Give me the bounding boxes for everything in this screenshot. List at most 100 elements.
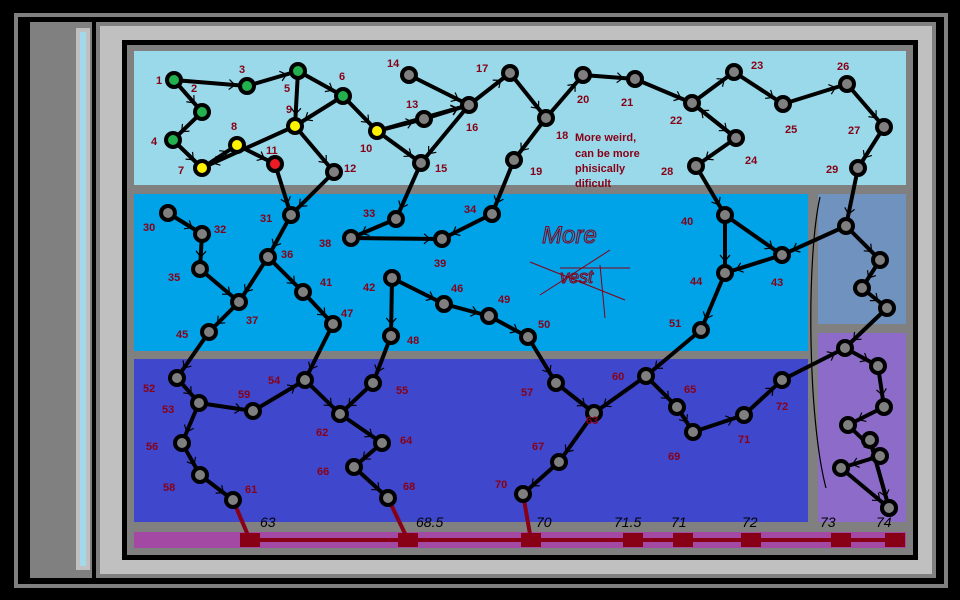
node-gray-marker[interactable] [777, 375, 787, 385]
node-gray-marker[interactable] [416, 158, 426, 168]
map-node[interactable]: 30 [143, 204, 177, 234]
node-gray-marker[interactable] [843, 420, 853, 430]
node-gray-marker[interactable] [589, 408, 599, 418]
node-gray-marker[interactable] [523, 332, 533, 342]
map-node[interactable] [861, 431, 879, 449]
node-gray-marker[interactable] [387, 273, 397, 283]
map-node[interactable]: 15 [412, 154, 447, 175]
node-gray-marker[interactable] [377, 438, 387, 448]
node-gray-marker[interactable] [329, 167, 339, 177]
map-node[interactable] [832, 459, 850, 477]
node-gray-marker[interactable] [228, 495, 238, 505]
node-green-marker[interactable] [242, 81, 252, 91]
map-node[interactable]: 24 [727, 129, 758, 167]
node-gray-marker[interactable] [720, 268, 730, 278]
node-gray-marker[interactable] [541, 113, 551, 123]
node-gray-marker[interactable] [641, 371, 651, 381]
node-gray-marker[interactable] [346, 233, 356, 243]
node-gray-marker[interactable] [778, 99, 788, 109]
node-yellow-marker[interactable] [232, 140, 242, 150]
node-gray-marker[interactable] [731, 133, 741, 143]
map-node[interactable]: 32 [193, 224, 226, 243]
node-gray-marker[interactable] [630, 74, 640, 84]
map-node[interactable]: 16 [460, 96, 478, 134]
node-gray-marker[interactable] [263, 252, 273, 262]
node-gray-marker[interactable] [194, 398, 204, 408]
map-node[interactable]: 58 [163, 466, 209, 494]
node-gray-marker[interactable] [197, 229, 207, 239]
node-gray-marker[interactable] [884, 503, 894, 513]
node-gray-marker[interactable] [298, 287, 308, 297]
map-node[interactable]: 64 [373, 434, 413, 452]
map-node[interactable]: 11 [266, 145, 284, 173]
node-gray-marker[interactable] [865, 435, 875, 445]
node-gray-marker[interactable] [248, 406, 258, 416]
map-node[interactable]: 17 [476, 63, 519, 82]
map-node[interactable]: 42 [363, 269, 401, 294]
map-node[interactable]: 25 [774, 95, 797, 136]
node-gray-marker[interactable] [195, 264, 205, 274]
map-node[interactable]: 51 [669, 318, 710, 339]
node-gray-marker[interactable] [464, 100, 474, 110]
map-node[interactable]: 54 [268, 371, 314, 389]
map-node[interactable] [839, 416, 857, 434]
map-node[interactable]: 52 [143, 369, 186, 395]
map-node[interactable]: 71 [735, 406, 753, 446]
node-gray-marker[interactable] [696, 325, 706, 335]
map-node[interactable]: 14 [387, 58, 418, 84]
node-gray-marker[interactable] [777, 250, 787, 260]
node-yellow-marker[interactable] [372, 126, 382, 136]
node-gray-marker[interactable] [879, 402, 889, 412]
node-green-marker[interactable] [168, 135, 178, 145]
node-gray-marker[interactable] [391, 214, 401, 224]
map-node[interactable] [878, 299, 896, 317]
map-node[interactable]: 63 [585, 404, 603, 427]
node-green-marker[interactable] [169, 75, 179, 85]
node-gray-marker[interactable] [842, 79, 852, 89]
map-node[interactable]: 72 [773, 371, 791, 413]
node-gray-marker[interactable] [853, 163, 863, 173]
map-node[interactable]: 68 [379, 481, 415, 507]
map-node[interactable]: 13 [406, 99, 433, 128]
node-gray-marker[interactable] [729, 67, 739, 77]
map-node[interactable]: 9 [286, 104, 304, 135]
map-node[interactable]: 33 [363, 208, 405, 228]
map-node[interactable]: 21 [621, 70, 644, 109]
map-node[interactable]: 23 [725, 60, 763, 81]
map-node[interactable]: 65 [668, 384, 696, 416]
map-node[interactable]: 6 [334, 71, 352, 105]
map-node[interactable]: 46 [435, 283, 463, 313]
node-gray-marker[interactable] [578, 70, 588, 80]
map-node[interactable]: 49 [480, 294, 510, 325]
map-node[interactable]: 18 [537, 109, 568, 142]
node-gray-marker[interactable] [437, 234, 447, 244]
map-node[interactable]: 10 [360, 122, 386, 155]
node-gray-marker[interactable] [505, 68, 515, 78]
node-gray-marker[interactable] [335, 409, 345, 419]
node-gray-marker[interactable] [300, 375, 310, 385]
node-gray-marker[interactable] [487, 209, 497, 219]
map-node[interactable]: 41 [294, 277, 332, 301]
map-node[interactable]: 7 [178, 159, 211, 177]
node-gray-marker[interactable] [439, 299, 449, 309]
map-node[interactable]: 8 [228, 121, 246, 154]
map-node[interactable]: 44 [690, 264, 734, 288]
node-gray-marker[interactable] [882, 303, 892, 313]
map-node[interactable]: 57 [521, 374, 565, 399]
map-node[interactable]: 50 [519, 319, 550, 346]
map-node[interactable]: 62 [316, 405, 349, 439]
node-gray-marker[interactable] [687, 98, 697, 108]
map-node[interactable]: 48 [382, 327, 419, 347]
map-node[interactable]: 67 [532, 441, 568, 471]
map-node[interactable]: 56 [146, 434, 191, 453]
track-marker[interactable] [885, 533, 905, 547]
map-node[interactable]: 27 [848, 118, 893, 137]
map-node[interactable]: 20 [574, 66, 592, 106]
node-gray-marker[interactable] [286, 210, 296, 220]
node-gray-marker[interactable] [840, 343, 850, 353]
map-node[interactable]: 29 [826, 159, 867, 177]
map-node[interactable] [871, 251, 889, 269]
node-gray-marker[interactable] [875, 255, 885, 265]
map-node[interactable]: 45 [176, 323, 218, 341]
node-gray-marker[interactable] [688, 427, 698, 437]
